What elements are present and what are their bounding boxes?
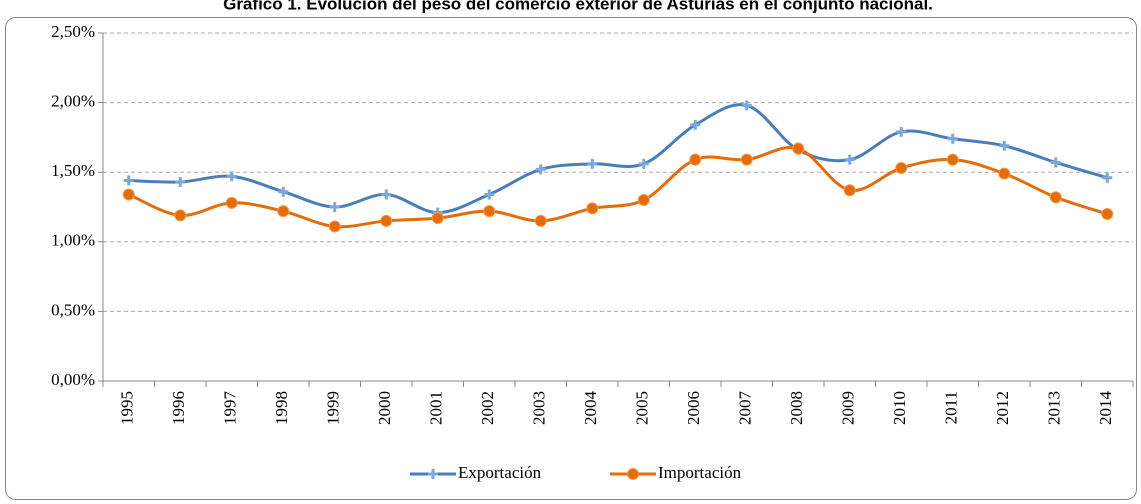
point	[637, 194, 650, 207]
point	[895, 162, 908, 175]
point	[1050, 157, 1061, 168]
x-tick-label: 2013	[1045, 391, 1064, 425]
point	[483, 205, 496, 218]
x-tick-label: 2005	[633, 391, 652, 425]
point	[381, 189, 392, 200]
x-tick-label: 2012	[993, 391, 1012, 425]
point	[638, 158, 649, 169]
x-tick-label: 1999	[324, 391, 343, 425]
x-tick-label: 2002	[478, 391, 497, 425]
x-tick-label: 1995	[118, 391, 137, 425]
x-tick-label: 2014	[1096, 391, 1115, 426]
point	[947, 133, 958, 144]
x-tick-label: 1998	[272, 391, 291, 425]
x-tick-label: 2010	[890, 391, 909, 425]
x-tick-label: 2011	[942, 391, 961, 424]
y-tick-label: 2,50%	[51, 22, 95, 41]
point	[484, 189, 495, 200]
point	[999, 140, 1010, 151]
point	[587, 158, 598, 169]
point	[329, 202, 340, 212]
chart-title: Gráfico 1. Evolución del peso del comerc…	[223, 0, 933, 13]
point	[122, 188, 135, 201]
legend-marker	[627, 468, 639, 480]
x-tick-label: 2008	[787, 391, 806, 425]
point	[328, 220, 341, 233]
point	[843, 184, 856, 197]
legend-marker	[428, 469, 438, 479]
point	[896, 126, 907, 137]
point	[792, 142, 805, 155]
x-tick-label: 2000	[375, 391, 394, 425]
legend-label: Importación	[658, 463, 742, 482]
point	[998, 167, 1011, 180]
point	[175, 176, 186, 187]
x-tick-label: 2006	[684, 391, 703, 425]
point	[586, 202, 599, 215]
x-tick-label: 1996	[169, 391, 188, 425]
point	[1101, 207, 1114, 220]
point	[1102, 172, 1113, 183]
chart-frame	[5, 17, 1137, 500]
point	[741, 100, 752, 111]
x-tick-label: 2007	[736, 391, 755, 426]
y-tick-label: 1,00%	[51, 231, 95, 250]
point	[690, 119, 701, 130]
legend-label: Exportación	[458, 463, 542, 482]
point	[689, 153, 702, 166]
point	[380, 214, 393, 227]
x-tick-label: 1997	[221, 391, 240, 426]
point	[225, 196, 238, 209]
x-tick-label: 2003	[530, 391, 549, 425]
x-tick-label: 2001	[427, 391, 446, 425]
series-line	[128, 103, 1108, 215]
point	[1049, 191, 1062, 204]
y-tick-label: 0,00%	[51, 370, 95, 389]
point	[534, 214, 547, 227]
point	[535, 164, 546, 175]
y-tick-label: 0,50%	[51, 300, 95, 319]
point	[278, 186, 289, 197]
x-tick-label: 2009	[839, 391, 858, 425]
point	[226, 171, 237, 182]
point	[431, 212, 444, 225]
point	[277, 205, 290, 218]
point	[844, 154, 855, 165]
point	[740, 153, 753, 166]
series-line	[128, 145, 1108, 229]
y-tick-label: 1,50%	[51, 161, 95, 180]
x-tick-label: 2004	[581, 391, 600, 426]
point	[946, 153, 959, 166]
y-tick-label: 2,00%	[51, 92, 95, 111]
point	[123, 175, 134, 186]
point	[174, 209, 187, 222]
